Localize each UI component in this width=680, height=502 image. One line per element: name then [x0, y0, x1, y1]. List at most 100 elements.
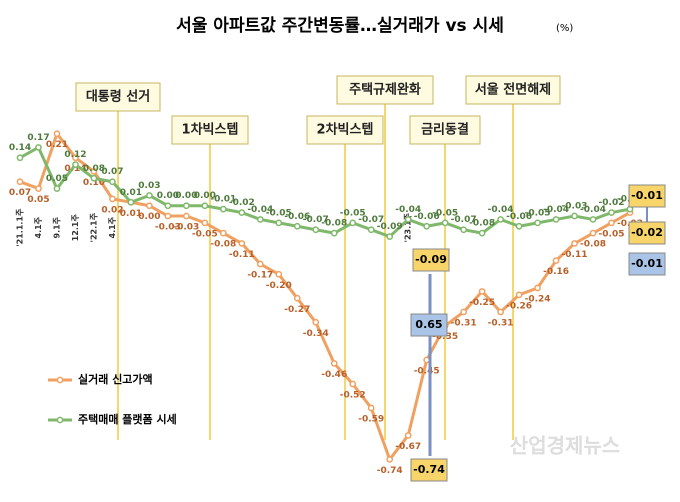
data-label: -0.46 [321, 370, 347, 380]
data-label: 0.01 [120, 209, 142, 219]
data-label: -0.05 [599, 229, 625, 239]
data-label: -0.08 [321, 219, 347, 229]
x-tick-label: 4.1주 [34, 216, 43, 238]
point [349, 219, 357, 227]
legend-label: 실거래 신고가액 [78, 372, 153, 386]
x-tick-label: '23.1주 [404, 212, 413, 242]
data-label: -0.27 [284, 305, 310, 315]
point [497, 308, 504, 316]
annotation-box [336, 75, 434, 105]
annotation-box [75, 82, 161, 112]
data-label: -0.04 [580, 205, 606, 215]
data-label: -0.03 [155, 223, 181, 233]
data-label: 0.02 [101, 205, 123, 215]
data-label: -0.11 [229, 250, 255, 260]
data-label: -0.74 [377, 466, 403, 476]
point [219, 229, 227, 237]
point [515, 222, 523, 230]
data-label: -0.11 [562, 250, 588, 260]
point [72, 154, 79, 162]
data-label: 0.00 [138, 212, 160, 222]
point [238, 209, 246, 216]
annotation-text: 금리동결 [421, 122, 469, 138]
data-label: -0.04 [488, 205, 514, 215]
point [386, 233, 394, 240]
data-label: 0.00 [175, 191, 197, 201]
series-line [19, 145, 631, 239]
callout-text: -0.74 [413, 463, 445, 476]
data-label: -0.26 [506, 301, 532, 311]
point [109, 178, 116, 186]
point [275, 270, 283, 278]
point [608, 209, 615, 216]
data-label: -0.02 [599, 198, 625, 208]
data-label: -0.03 [173, 223, 199, 233]
data-label: -0.31 [451, 319, 477, 329]
point [293, 294, 301, 302]
data-label: -0.17 [247, 271, 273, 281]
point [460, 308, 467, 316]
data-label: 0.08 [83, 164, 105, 174]
point [571, 212, 578, 220]
data-label: -0.04 [395, 205, 421, 215]
point [423, 356, 431, 364]
point [146, 202, 153, 210]
data-label: -0.03 [562, 202, 588, 212]
annotation-text: 2차빅스텝 [317, 122, 374, 138]
data-label: -0.59 [358, 415, 384, 425]
point [293, 222, 301, 230]
point [608, 219, 615, 227]
unit: (%) [556, 23, 573, 34]
data-label: 0.01 [120, 188, 142, 198]
x-tick-label: '22.1주 [89, 212, 98, 242]
point [478, 229, 486, 237]
point [53, 185, 61, 192]
callout-text: -0.01 [631, 257, 663, 270]
data-label: -0.16 [543, 267, 569, 277]
data-label: 0.00 [194, 191, 216, 201]
data-label: -0.35 [432, 332, 458, 342]
data-label: -0.31 [488, 319, 514, 329]
point [238, 240, 246, 247]
callout-box [628, 252, 666, 276]
point [164, 212, 172, 220]
point [53, 130, 61, 138]
point [35, 144, 42, 151]
point [16, 178, 24, 186]
data-label: -0.06 [284, 212, 310, 222]
point [515, 291, 523, 299]
data-label: -0.04 [247, 205, 273, 215]
data-label: -0.34 [303, 329, 329, 339]
legend-marker [56, 416, 64, 424]
point [35, 185, 42, 192]
data-label: 0.00 [157, 191, 179, 201]
point [552, 216, 560, 223]
data-label: -0.25 [469, 298, 495, 308]
callout-box [628, 221, 666, 245]
data-label: 0.05 [27, 195, 49, 205]
data-label: 0.21 [46, 140, 68, 150]
point [16, 154, 24, 162]
x-tick-label: 4.1주 [108, 216, 117, 238]
data-label: -0.08 [469, 219, 495, 229]
annotation-text: 서울 전면해제 [475, 82, 551, 98]
point [330, 360, 338, 367]
data-label: -0.08 [210, 240, 236, 250]
point [201, 219, 209, 227]
point [330, 229, 338, 237]
data-label: -0.05 [432, 208, 458, 218]
point [164, 202, 172, 210]
callout-box [410, 458, 448, 482]
annotation-box [171, 115, 249, 145]
data-label: -0.52 [340, 391, 366, 401]
callout-box [628, 184, 666, 208]
data-label: -0.05 [340, 208, 366, 218]
annotation-text: 주택규제완화 [349, 82, 421, 98]
callout-text: -0.09 [415, 253, 447, 266]
point [312, 318, 320, 326]
callout-box [410, 313, 448, 337]
data-label: -0.05 [192, 229, 218, 239]
data-label: -0.05 [266, 208, 292, 218]
data-label: -0.06 [506, 212, 532, 222]
series-line [19, 130, 631, 463]
